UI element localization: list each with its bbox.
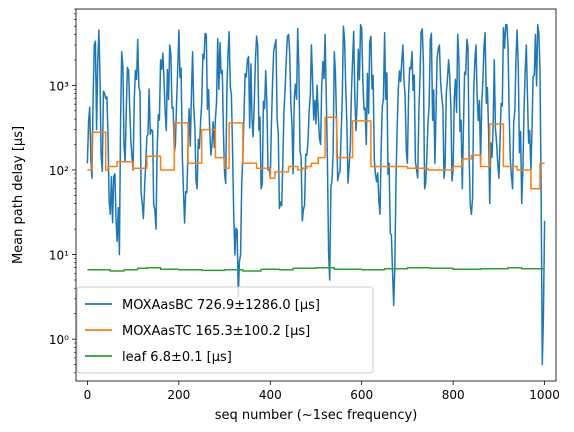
plot-frame bbox=[75, 8, 557, 382]
series-line-1 bbox=[87, 116, 545, 190]
x-tick-label: 1000 bbox=[529, 388, 560, 402]
legend-entry: leaf 6.8±0.1 [μs] bbox=[122, 350, 232, 365]
y-tick-label: 10⁰ bbox=[49, 333, 69, 347]
y-axis: 10⁰ 10¹ 10² 10³ bbox=[49, 8, 76, 374]
series-line-0 bbox=[86, 24, 546, 366]
legend: MOXAasBC 726.9±1286.0 [μs] MOXAasTC 165.3… bbox=[76, 286, 374, 374]
y-axis-label: Mean path delay [μs] bbox=[11, 126, 26, 264]
x-tick-label: 800 bbox=[442, 388, 465, 402]
x-tick-label: 200 bbox=[167, 388, 190, 402]
x-tick-label: 600 bbox=[350, 388, 373, 402]
x-axis-label: seq number (~1sec frequency) bbox=[215, 408, 418, 423]
x-tick-label: 400 bbox=[259, 388, 282, 402]
legend-entry: MOXAasBC 726.9±1286.0 [μs] bbox=[122, 298, 320, 313]
y-tick-label: 10³ bbox=[49, 79, 69, 93]
y-tick-label: 10¹ bbox=[49, 249, 69, 263]
legend-box bbox=[76, 286, 374, 374]
legend-entry: MOXAasTC 165.3±100.2 [μs] bbox=[122, 324, 310, 339]
x-axis: 0 200 400 600 800 1000 bbox=[84, 381, 560, 402]
series-line-2 bbox=[87, 266, 545, 272]
series-layer bbox=[86, 24, 546, 366]
x-tick-label: 0 bbox=[84, 388, 92, 402]
y-tick-label: 10² bbox=[49, 164, 69, 178]
